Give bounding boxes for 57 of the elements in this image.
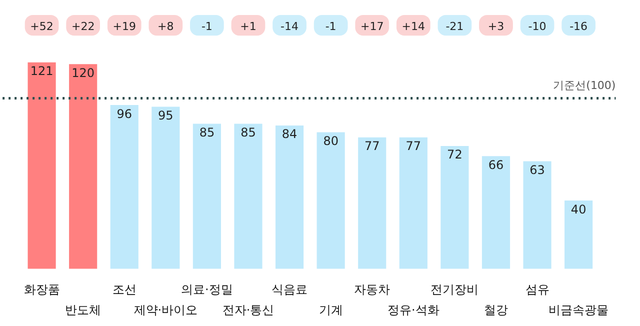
text: -10 — [528, 20, 546, 33]
data-label: 84 — [282, 127, 298, 142]
text: +17 — [360, 20, 384, 33]
bar — [316, 132, 345, 269]
bar — [234, 124, 262, 269]
bar — [523, 161, 552, 269]
x-tick-label: 정유·석화 — [387, 302, 440, 317]
data-label: 121 — [30, 64, 54, 78]
text: -21 — [446, 20, 464, 33]
x-tick-label: 제약·바이오 — [134, 302, 198, 317]
x-tick-label: 전기장비 — [430, 282, 479, 296]
x-tick-label: 반도체 — [65, 302, 102, 317]
text: +3 — [488, 20, 504, 33]
text: -16 — [570, 20, 588, 33]
text: +8 — [158, 20, 174, 33]
x-tick-label: 섬유 — [525, 282, 550, 296]
x-tick-label: 비금속광물 — [548, 302, 609, 317]
x-tick-label: 의료·정밀 — [181, 282, 233, 296]
text: -1 — [201, 20, 212, 33]
text: +22 — [71, 20, 95, 33]
bar — [399, 137, 428, 269]
data-label: 120 — [72, 66, 95, 80]
x-tick-label: 화장품 — [24, 282, 60, 296]
bar — [192, 124, 221, 269]
bar — [564, 200, 593, 269]
x-tick-label: 식음료 — [272, 282, 308, 296]
bar — [69, 64, 98, 269]
text: +19 — [112, 20, 136, 33]
text: -1 — [325, 20, 336, 33]
x-tick-label: 기계 — [318, 302, 343, 317]
bar — [110, 105, 138, 269]
bar — [28, 62, 56, 269]
x-tick-label: 전자·통신 — [222, 302, 274, 317]
x-tick-label: 자동차 — [354, 282, 390, 296]
x-tick-label: 철강 — [484, 302, 508, 317]
bar — [482, 156, 510, 269]
data-label: 85 — [199, 126, 215, 140]
data-label: 63 — [530, 163, 545, 178]
text: +52 — [30, 20, 54, 33]
ref-line-label: 기준선(100) — [553, 79, 616, 92]
data-label: 96 — [116, 106, 132, 121]
bar — [275, 125, 304, 269]
data-label: 40 — [570, 202, 586, 216]
bar — [152, 106, 180, 269]
text: +1 — [240, 20, 256, 33]
data-label: 66 — [488, 158, 504, 172]
bar — [440, 146, 469, 269]
data-label: 85 — [240, 126, 256, 140]
data-label: 95 — [158, 108, 174, 122]
text: -14 — [280, 20, 299, 33]
x-tick-label: 조선 — [112, 282, 136, 296]
data-label: 77 — [364, 139, 380, 154]
data-label: 80 — [323, 134, 338, 148]
data-label: 77 — [406, 139, 422, 154]
bar — [358, 137, 386, 269]
text: +14 — [402, 20, 426, 33]
data-label: 72 — [447, 148, 462, 162]
